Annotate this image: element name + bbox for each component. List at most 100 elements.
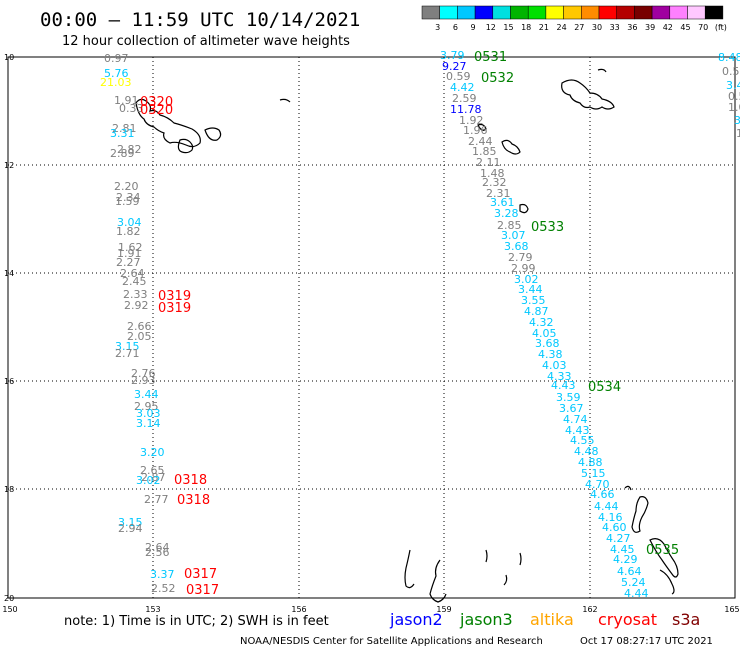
wave-height-value: 3.20 — [140, 446, 165, 459]
wave-height-value: 2.92 — [124, 299, 149, 312]
island-coast — [135, 98, 201, 148]
wave-height-value: 2.82 — [117, 143, 142, 156]
wave-height-value: 2.32 — [482, 176, 507, 189]
legend-label: 3 — [435, 23, 440, 32]
map-border — [7, 56, 736, 599]
legend-swatch — [510, 5, 529, 20]
pass-time-label: 0533 — [531, 220, 564, 235]
legend-label: 39 — [645, 23, 655, 32]
island-coast — [631, 496, 649, 533]
legend-label: 42 — [663, 23, 673, 32]
legend-label: 9 — [471, 23, 476, 32]
pass-time-label: 0531 — [474, 50, 507, 65]
wave-height-value: 3.31 — [110, 127, 135, 140]
x-tick-label: 165 — [724, 605, 739, 614]
pass-time-label: 0534 — [588, 380, 621, 395]
wave-height-value: 3.02 — [514, 273, 539, 286]
wave-height-value: 3.59 — [556, 391, 581, 404]
wave-height-value: 3 — [734, 114, 740, 127]
wave-height-value: 4.64 — [617, 565, 642, 578]
track-edge: 8.480.573.40.51.031 — [718, 51, 740, 140]
wave-height-value: 2.33 — [123, 288, 148, 301]
wave-height-value: 4.87 — [524, 305, 549, 318]
wave-height-value: 4.66 — [590, 488, 615, 501]
wave-height-value: 2.64 — [145, 541, 170, 554]
wave-height-value: 3.61 — [490, 196, 515, 209]
wave-height-value: 3.37 — [150, 568, 175, 581]
legend-label: 30 — [592, 23, 602, 32]
wave-height-value: 4.44 — [594, 500, 619, 513]
pass-time-label: 0317 — [186, 583, 219, 598]
wave-height-value: 2.52 — [151, 582, 176, 595]
wave-height-value: 4.29 — [613, 553, 638, 566]
footer-timestamp: Oct 17 08:27:17 UTC 2021 — [580, 636, 713, 647]
wave-height-value: 5.24 — [621, 576, 646, 589]
wave-height-value: 4.45 — [610, 543, 635, 556]
wave-height-value: 3.15 — [118, 516, 143, 529]
legend-swatch — [474, 5, 494, 20]
wave-height-value: 2.79 — [508, 251, 533, 264]
legend-label: 70 — [698, 23, 708, 32]
wave-height-value: 2.95 — [134, 400, 159, 413]
footer-credit: NOAA/NESDIS Center for Satellite Applica… — [240, 636, 543, 647]
wave-height-value: 2.94 — [118, 522, 143, 535]
wave-height-value: 8.48 — [718, 51, 740, 64]
y-tick-label: 14 — [4, 269, 14, 278]
island-coast — [561, 79, 615, 110]
wave-height-value: 5.15 — [581, 467, 606, 480]
wave-height-value: 1.96 — [463, 124, 488, 137]
pass-time-label: 0318 — [177, 493, 210, 508]
island-coast — [501, 139, 521, 155]
map-subtitle: 12 hour collection of altimeter wave hei… — [62, 34, 350, 49]
wave-height-value: 2.11 — [476, 156, 501, 169]
wave-height-value: 2.99 — [511, 262, 536, 275]
wave-height-value: 4.27 — [606, 532, 631, 545]
wave-height-value: 3.14 — [136, 417, 161, 430]
wave-height-value: 2.65 — [140, 464, 165, 477]
pass-time-label: 0532 — [481, 71, 514, 86]
wave-height-value: 2.34 — [116, 191, 141, 204]
wave-height-value: 2.85 — [497, 219, 522, 232]
legend-label: 6 — [453, 23, 458, 32]
wave-height-value: 3.44 — [134, 388, 159, 401]
y-tick-label: 12 — [4, 161, 14, 170]
pass-time-label: 0320 — [140, 103, 173, 118]
legend-label: (ft) — [715, 23, 727, 32]
wave-height-value: 1.0 — [728, 101, 740, 114]
island-coast — [649, 538, 679, 578]
legend-swatch — [616, 5, 635, 20]
wave-height-value: 9.27 — [442, 60, 467, 73]
legend-swatch — [651, 5, 671, 20]
wave-height-value: 1.91 — [114, 94, 139, 107]
wave-height-value: 2.20 — [114, 180, 139, 193]
wave-height-value: 3.67 — [559, 402, 584, 415]
wave-height-value: 4.43 — [551, 379, 576, 392]
wave-height-value: 1.48 — [480, 167, 505, 180]
wave-height-value: 2.64 — [120, 267, 145, 280]
legend-label: 36 — [627, 23, 637, 32]
wave-height-value: 4.55 — [570, 434, 595, 447]
wave-height-value: 3.15 — [115, 340, 140, 353]
wave-height-value: 2.93 — [131, 374, 156, 387]
wave-height-value: 1.91 — [117, 247, 142, 260]
wave-height-value: 3.03 — [136, 407, 161, 420]
island-coast — [503, 574, 508, 586]
wave-height-value: 4.32 — [529, 316, 554, 329]
mission-s3a: s3a — [672, 610, 700, 629]
island-coast — [204, 127, 222, 141]
mission-jason3: jason3 — [459, 610, 513, 629]
wave-height-value: 4.60 — [602, 521, 627, 534]
x-tick-label: 150 — [2, 605, 17, 614]
mission-altika: altika — [530, 610, 574, 629]
x-tick-label: 156 — [291, 605, 306, 614]
wave-height-value: 3.4 — [726, 79, 740, 92]
y-tick-label: 18 — [4, 485, 14, 494]
wave-height-value: 1.62 — [118, 241, 143, 254]
wave-height-value: 0.57 — [722, 65, 740, 78]
island-coast — [519, 203, 529, 214]
x-tick-label: 159 — [436, 605, 451, 614]
x-tick-label: 153 — [145, 605, 160, 614]
mission-jason2: jason2 — [389, 610, 443, 629]
wave-height-value: 11.78 — [450, 103, 482, 116]
